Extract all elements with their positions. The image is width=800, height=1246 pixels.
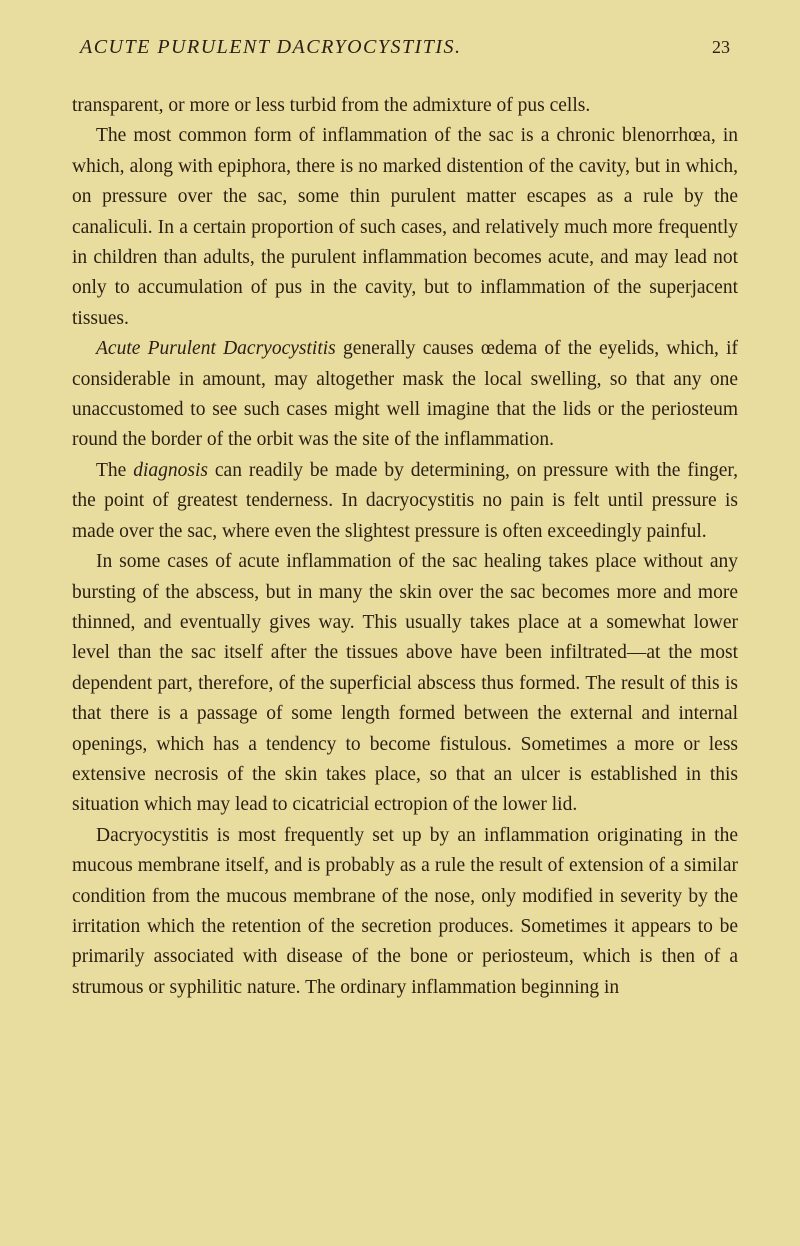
page-header: ACUTE PURULENT DACRYOCYSTITIS. 23 bbox=[72, 36, 738, 59]
paragraph-6: Dacryocystitis is most frequently set up… bbox=[72, 821, 738, 1003]
paragraph-4: The diagnosis can readily be made by det… bbox=[72, 456, 738, 547]
page-number: 23 bbox=[712, 37, 730, 58]
page-content: transparent, or more or less turbid from… bbox=[72, 91, 738, 1003]
italic-term-1: Acute Purulent Dacryocystitis bbox=[96, 338, 336, 359]
running-title: ACUTE PURULENT DACRYOCYSTITIS. bbox=[80, 36, 462, 59]
italic-term-2: diagnosis bbox=[133, 460, 208, 481]
paragraph-2: The most common form of inflammation of … bbox=[72, 121, 738, 334]
paragraph-1: transparent, or more or less turbid from… bbox=[72, 91, 738, 121]
paragraph-3: Acute Purulent Dacryocystitis generally … bbox=[72, 334, 738, 456]
paragraph-4-pre: The bbox=[96, 460, 133, 481]
paragraph-5: In some cases of acute inflammation of t… bbox=[72, 547, 738, 821]
